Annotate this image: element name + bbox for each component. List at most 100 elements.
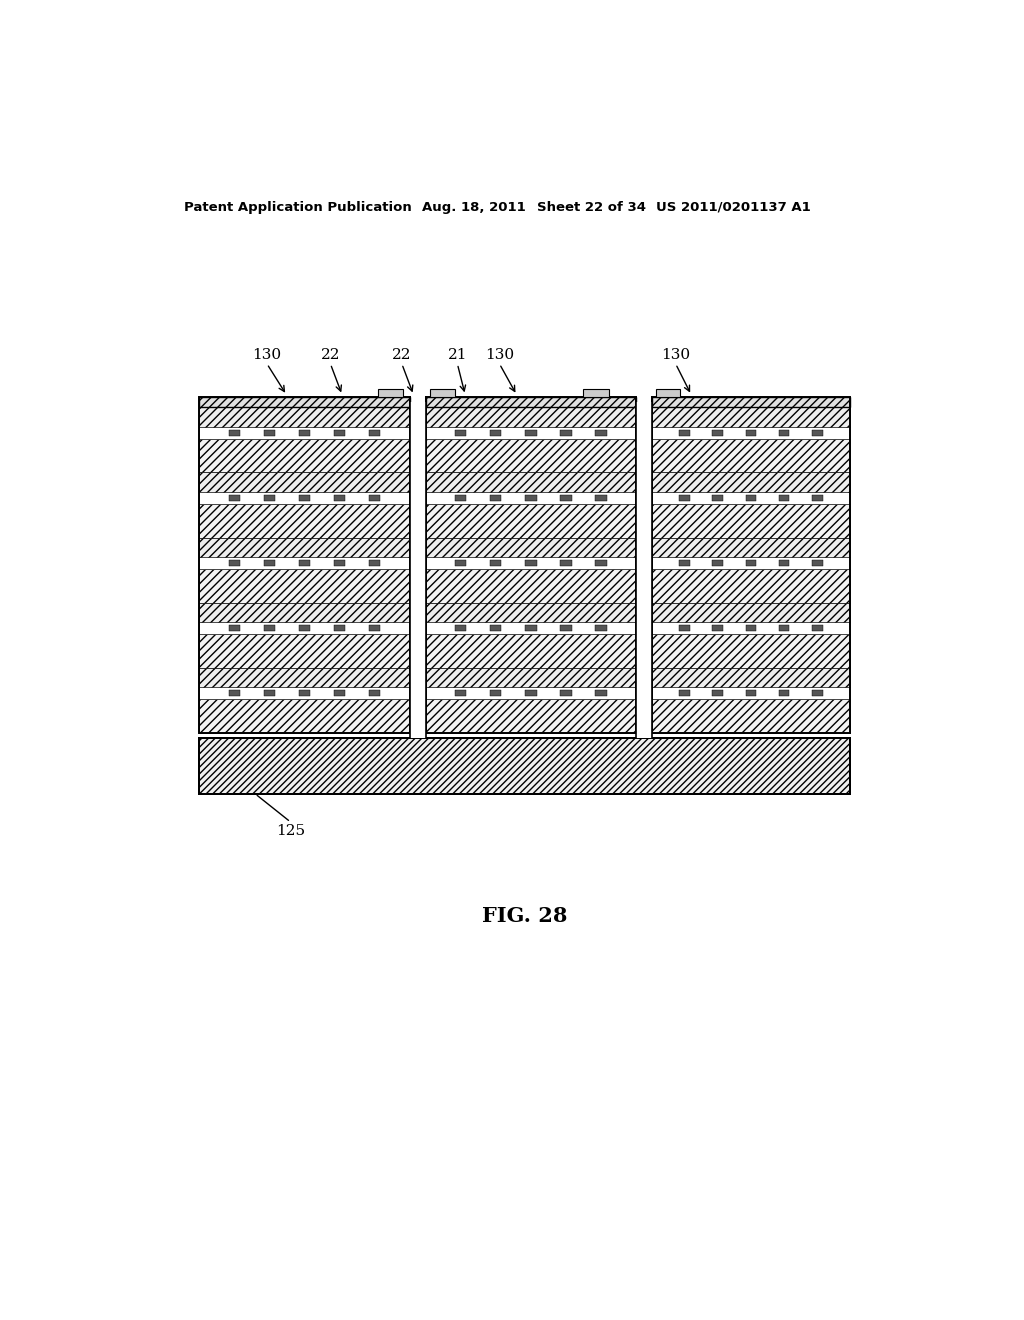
Text: FIG. 28: FIG. 28 [482, 906, 567, 925]
Bar [778, 624, 790, 631]
Bar [430, 389, 455, 397]
Bar [652, 426, 850, 438]
Bar [652, 698, 850, 733]
Bar [426, 408, 636, 426]
Bar [334, 690, 345, 696]
Bar [200, 622, 410, 634]
Bar [525, 429, 537, 436]
Text: 130: 130 [252, 347, 282, 362]
Bar [652, 622, 850, 634]
Bar [200, 569, 410, 602]
Bar [595, 690, 606, 696]
Bar [264, 690, 275, 696]
Text: 21: 21 [447, 347, 467, 362]
Bar [200, 426, 410, 438]
Bar [426, 569, 636, 602]
Bar [525, 560, 537, 566]
Bar [778, 429, 790, 436]
Bar [489, 560, 502, 566]
Bar [652, 557, 850, 569]
Bar [299, 624, 310, 631]
Bar [652, 438, 850, 473]
Bar [652, 473, 850, 492]
Bar [369, 690, 381, 696]
Bar [455, 690, 467, 696]
Bar [560, 624, 571, 631]
Bar [426, 537, 636, 557]
Bar [560, 495, 571, 502]
Bar [455, 495, 467, 502]
Bar [426, 504, 636, 537]
Bar [778, 690, 790, 696]
Bar [560, 560, 571, 566]
Bar [652, 569, 850, 602]
Bar [299, 690, 310, 696]
Bar [455, 624, 467, 631]
Bar [228, 624, 241, 631]
Bar [713, 429, 723, 436]
Text: 130: 130 [484, 347, 514, 362]
Bar [264, 429, 275, 436]
Bar [200, 397, 410, 408]
Bar [652, 602, 850, 622]
Bar [652, 668, 850, 688]
Bar [595, 495, 606, 502]
Bar [426, 438, 636, 473]
Bar [679, 624, 690, 631]
Bar [264, 624, 275, 631]
Bar [525, 690, 537, 696]
Bar [560, 690, 571, 696]
Text: US 2011/0201137 A1: US 2011/0201137 A1 [655, 201, 810, 214]
Bar [200, 557, 410, 569]
Bar [369, 624, 381, 631]
Bar [334, 495, 345, 502]
Bar [812, 690, 822, 696]
Bar [652, 408, 850, 426]
Bar [369, 495, 381, 502]
Bar [200, 738, 850, 793]
Bar [679, 495, 690, 502]
Bar [636, 403, 652, 738]
Bar [652, 504, 850, 537]
Bar [652, 397, 850, 733]
Bar [228, 495, 241, 502]
Bar [426, 397, 636, 408]
Bar [652, 688, 850, 698]
Bar [369, 560, 381, 566]
Bar [200, 698, 410, 733]
Bar [489, 624, 502, 631]
Bar [200, 492, 410, 504]
Bar [228, 560, 241, 566]
Bar [426, 634, 636, 668]
Bar [200, 408, 410, 426]
Bar [369, 429, 381, 436]
Bar [378, 389, 403, 397]
Bar [652, 397, 850, 408]
Bar [655, 389, 680, 397]
Bar [410, 403, 426, 738]
Bar [426, 602, 636, 622]
Bar [334, 560, 345, 566]
Text: Aug. 18, 2011: Aug. 18, 2011 [422, 201, 525, 214]
Bar [713, 560, 723, 566]
Bar [812, 429, 822, 436]
Bar [812, 624, 822, 631]
Text: 125: 125 [276, 824, 305, 838]
Bar [812, 560, 822, 566]
Bar [525, 624, 537, 631]
Bar [778, 495, 790, 502]
Bar [679, 690, 690, 696]
Bar [200, 634, 410, 668]
Bar [426, 688, 636, 698]
Text: 130: 130 [662, 347, 690, 362]
Bar [200, 537, 410, 557]
Bar [264, 560, 275, 566]
Bar [713, 624, 723, 631]
Bar [426, 557, 636, 569]
Bar [489, 495, 502, 502]
Bar [595, 560, 606, 566]
Bar [778, 560, 790, 566]
Bar [228, 690, 241, 696]
Text: 22: 22 [392, 347, 412, 362]
Bar [812, 495, 822, 502]
